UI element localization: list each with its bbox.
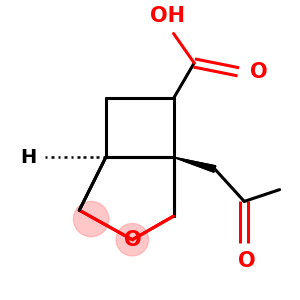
Text: OH: OH [150,6,185,26]
Text: H: H [20,148,37,167]
Polygon shape [174,157,216,172]
Text: O: O [250,62,268,82]
Polygon shape [174,157,216,172]
Text: O: O [124,230,141,250]
Circle shape [116,224,148,256]
Circle shape [74,201,109,237]
Text: O: O [238,251,256,272]
